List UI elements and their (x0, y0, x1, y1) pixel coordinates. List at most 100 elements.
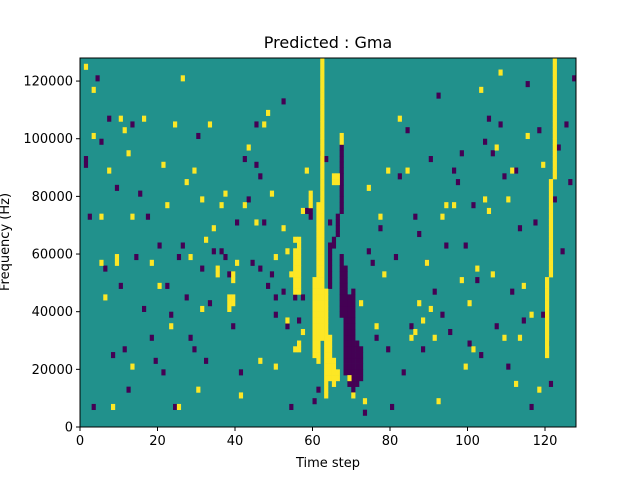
low-value-cell (510, 288, 515, 295)
high-value-cell (320, 282, 325, 289)
low-value-cell (359, 369, 364, 376)
high-value-cell (320, 98, 325, 105)
low-value-cell (347, 369, 352, 376)
low-value-cell (343, 294, 348, 301)
high-value-cell (335, 179, 340, 186)
high-value-cell (328, 357, 333, 364)
high-value-cell (479, 86, 484, 93)
high-value-cell (324, 357, 329, 364)
low-value-cell (351, 317, 356, 324)
low-value-cell (343, 334, 348, 341)
high-value-cell (238, 392, 244, 399)
low-value-cell (428, 156, 433, 163)
high-value-cell (107, 167, 112, 174)
high-value-cell (324, 328, 329, 336)
high-value-cell (316, 202, 321, 209)
high-value-cell (142, 115, 147, 122)
high-value-cell (320, 150, 325, 157)
high-value-cell (273, 254, 278, 261)
high-value-cell (424, 259, 430, 266)
high-value-cell (506, 196, 511, 203)
low-value-cell (514, 167, 519, 174)
low-value-cell (142, 305, 147, 312)
high-value-cell (122, 127, 127, 134)
high-value-cell (324, 386, 329, 393)
low-value-cell (343, 357, 348, 364)
y-tick-label: 100000 (23, 132, 73, 147)
low-value-cell (335, 230, 340, 238)
high-value-cell (552, 121, 557, 128)
low-value-cell (436, 92, 441, 99)
high-value-cell (231, 300, 236, 307)
high-value-cell (204, 236, 209, 243)
high-value-cell (297, 259, 302, 266)
high-value-cell (176, 403, 182, 411)
high-value-cell (552, 104, 557, 111)
low-value-cell (343, 265, 348, 272)
high-value-cell (490, 271, 495, 278)
high-value-cell (293, 271, 298, 278)
high-value-cell (548, 213, 554, 220)
low-value-cell (347, 311, 352, 318)
low-value-cell (378, 225, 383, 232)
high-value-cell (324, 346, 329, 353)
high-value-cell (285, 317, 290, 324)
x-tick-label: 40 (227, 434, 244, 449)
high-value-cell (320, 144, 325, 151)
low-value-cell (351, 369, 356, 376)
high-value-cell (227, 294, 232, 301)
high-value-cell (312, 277, 317, 284)
low-value-cell (339, 150, 344, 157)
low-value-cell (517, 225, 523, 232)
low-value-cell (339, 144, 344, 151)
high-value-cell (99, 213, 104, 220)
high-value-cell (545, 288, 550, 295)
high-value-cell (316, 288, 321, 295)
low-value-cell (335, 225, 340, 232)
low-value-cell (242, 156, 247, 163)
low-value-cell (355, 369, 360, 376)
high-value-cell (324, 300, 329, 307)
x-tick-label: 80 (382, 434, 399, 449)
high-value-cell (421, 317, 426, 324)
low-value-cell (312, 398, 317, 405)
low-value-cell (331, 242, 337, 249)
high-value-cell (316, 323, 321, 330)
low-value-cell (269, 271, 275, 278)
high-value-cell (312, 317, 317, 324)
low-value-cell (339, 173, 344, 180)
low-value-cell (444, 242, 449, 249)
low-value-cell (351, 311, 356, 318)
high-value-cell (502, 334, 507, 341)
low-value-cell (204, 357, 209, 364)
high-value-cell (316, 300, 321, 307)
high-value-cell (312, 282, 317, 289)
low-value-cell (339, 311, 344, 318)
high-value-cell (362, 398, 368, 405)
high-value-cell (316, 305, 321, 312)
y-tick-label: 60000 (32, 248, 73, 263)
low-value-cell (351, 300, 356, 307)
low-value-cell (421, 346, 426, 353)
low-value-cell (393, 254, 399, 261)
low-value-cell (328, 242, 333, 249)
low-value-cell (173, 403, 178, 411)
high-value-cell (386, 167, 391, 174)
high-value-cell (320, 207, 325, 214)
high-value-cell (316, 311, 321, 318)
low-value-cell (130, 121, 135, 128)
low-value-cell (343, 317, 348, 324)
low-value-cell (564, 121, 569, 128)
high-value-cell (552, 109, 557, 116)
high-value-cell (320, 132, 325, 140)
high-value-cell (548, 225, 554, 232)
high-value-cell (320, 138, 325, 145)
low-value-cell (304, 207, 309, 214)
low-value-cell (258, 265, 263, 272)
low-value-cell (463, 242, 468, 249)
low-value-cell (413, 213, 418, 220)
low-value-cell (351, 357, 356, 364)
high-value-cell (293, 288, 298, 295)
high-value-cell (552, 138, 557, 145)
high-value-cell (324, 294, 329, 301)
